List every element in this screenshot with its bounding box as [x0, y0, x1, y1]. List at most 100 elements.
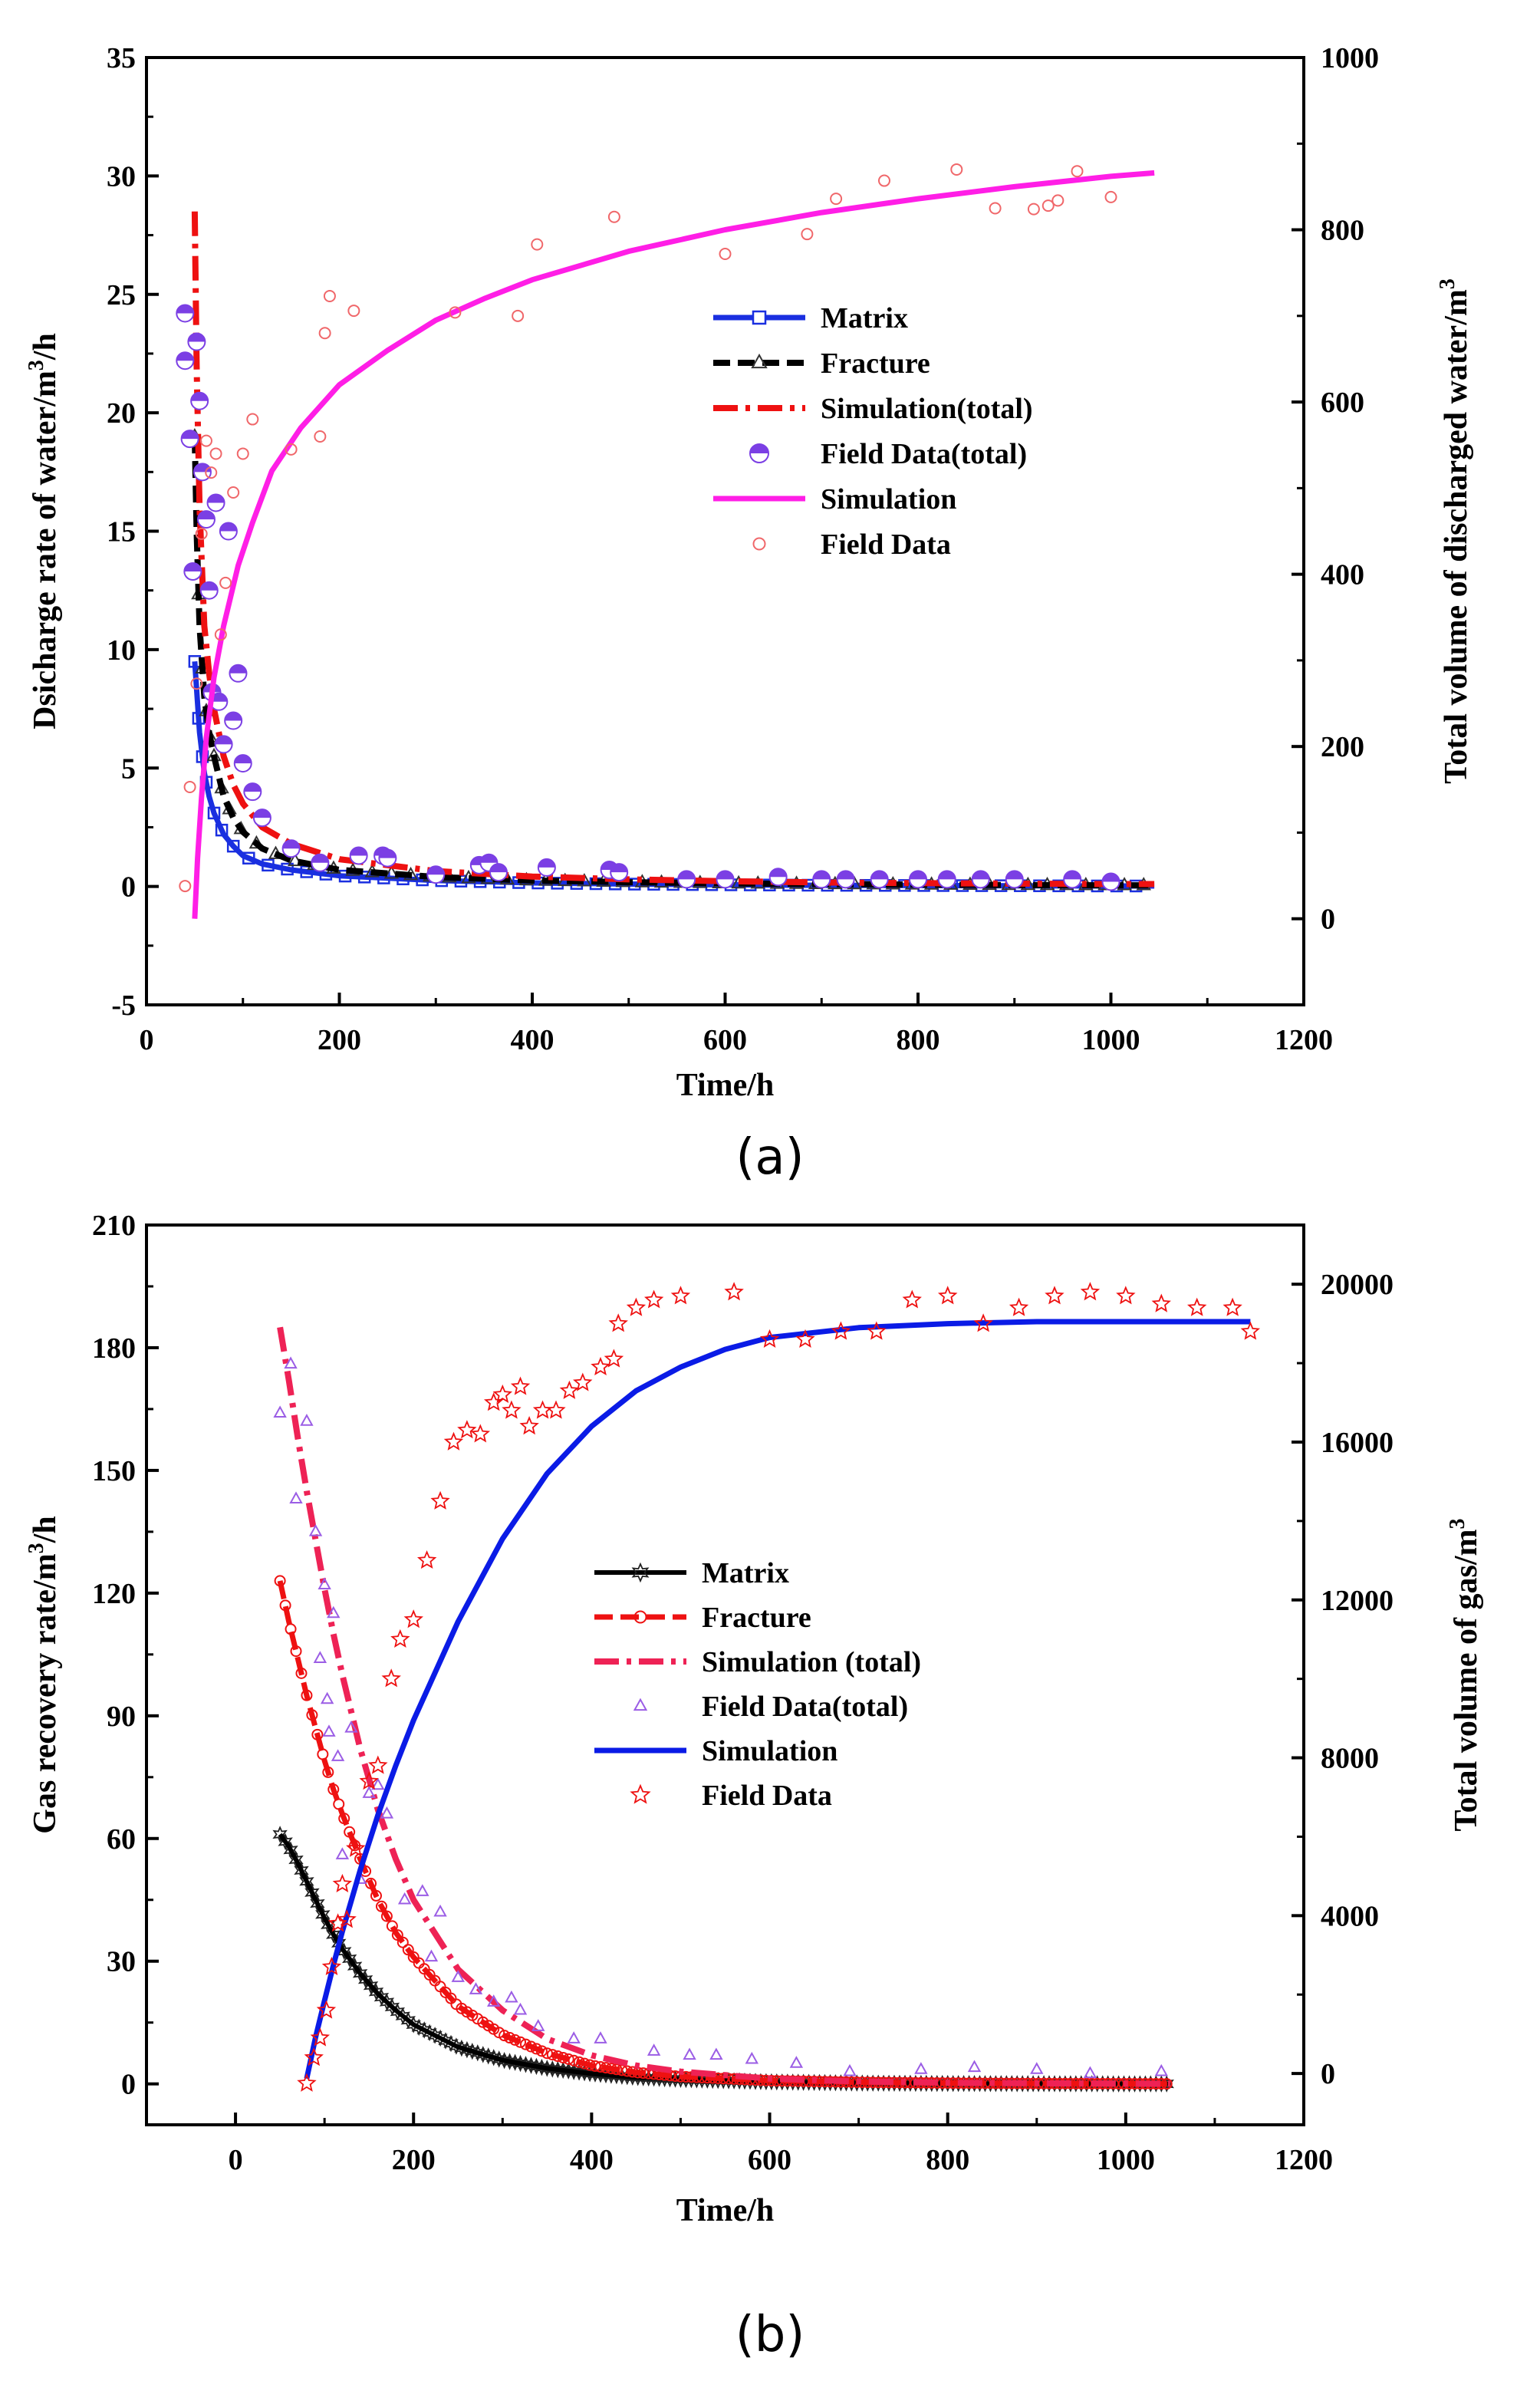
data-point	[273, 1405, 287, 1418]
data-point	[304, 2047, 324, 2066]
legend-item: Fracture	[594, 1602, 811, 1634]
legend-label: Simulation	[821, 483, 956, 515]
data-point	[1222, 1297, 1242, 1316]
y-right-tick-label: 200	[1321, 731, 1364, 763]
data-point	[531, 238, 544, 251]
data-point	[219, 522, 238, 541]
legend-item: Simulation	[713, 483, 956, 515]
data-point	[843, 2063, 857, 2076]
data-point-fill	[427, 866, 445, 875]
data-point-fill	[210, 693, 228, 702]
data-point	[1071, 165, 1084, 178]
data-point	[195, 527, 208, 540]
data-point	[371, 1777, 385, 1790]
data-point	[909, 870, 927, 889]
data-point	[789, 2056, 804, 2068]
data-point-fill	[184, 563, 202, 571]
chart-panel-b: 0 200 400 600 800 1000 12000306090120150180210…	[25, 1210, 1484, 2363]
legend: Matrix Fracture Simulation (total) Field Da…	[594, 1557, 921, 1812]
y-left-axis-title-main: Dsicharge rate of water/m	[28, 370, 63, 729]
data-point	[349, 846, 368, 865]
y-left-tick-label: 5	[121, 753, 136, 785]
data-point	[227, 486, 240, 499]
y-left-tick-label: 90	[107, 1701, 136, 1733]
data-point	[973, 1313, 993, 1332]
data-point	[967, 2060, 982, 2073]
data-point	[380, 1806, 394, 1819]
data-point-fill	[489, 864, 507, 873]
data-point	[416, 1549, 437, 1569]
series-field-data-total-	[176, 304, 1120, 891]
data-point	[390, 1628, 410, 1648]
legend-item: Simulation(total)	[713, 393, 1033, 425]
legend-item: Field Data(total)	[749, 438, 1027, 470]
series-marker	[397, 1936, 409, 1948]
data-point	[318, 1577, 331, 1589]
y-left-axis-title-suffix: /h	[28, 1516, 63, 1543]
data-point-fill	[538, 858, 555, 868]
y-left-axis-title-sup: 3	[25, 1543, 48, 1553]
y-right-axis-title-main: Total volume of gas/m	[1449, 1530, 1484, 1832]
data-point-fill	[219, 522, 237, 532]
data-point	[323, 289, 336, 302]
data-point	[347, 305, 360, 318]
data-point	[513, 2002, 528, 2015]
data-point-fill	[1064, 871, 1081, 880]
legend-item: Fracture	[713, 347, 930, 380]
data-point	[190, 677, 203, 690]
data-point	[190, 391, 209, 410]
data-point-fill	[229, 664, 247, 673]
data-point	[670, 1286, 691, 1305]
data-point	[297, 2073, 317, 2092]
data-point	[573, 1372, 593, 1391]
series-marker	[299, 1872, 314, 1891]
data-point-fill	[176, 352, 194, 361]
data-point-fill	[181, 430, 199, 440]
y-left-tick-label: 35	[107, 42, 136, 74]
legend-marker	[751, 353, 768, 369]
data-point	[281, 839, 301, 858]
data-point	[950, 163, 963, 176]
plot-frame	[145, 1223, 1305, 2126]
data-point	[397, 1892, 412, 1905]
data-point	[768, 868, 788, 887]
y-right-axis-title-main: Total volume of discharged water/m	[1439, 289, 1474, 784]
data-point	[403, 1609, 423, 1628]
legend-marker	[633, 1698, 648, 1711]
legend-item: Field Data	[752, 529, 951, 561]
data-point-fill	[813, 871, 831, 880]
data-point-fill	[188, 333, 206, 342]
data-point	[677, 870, 696, 889]
data-point	[531, 2019, 545, 2031]
data-point-fill	[972, 871, 989, 880]
data-point	[206, 493, 225, 512]
x-axis-title: Time/h	[676, 1068, 775, 1103]
data-point	[830, 193, 843, 206]
y-left-axis-title: Dsicharge rate of water/m3/h	[25, 333, 63, 729]
data-point	[937, 1286, 958, 1305]
legend: Matrix Fracture Simulation(total) Field Dat…	[713, 302, 1033, 561]
data-point	[647, 2043, 661, 2056]
y-right-tick-label: 16000	[1321, 1427, 1394, 1459]
data-point	[313, 1651, 327, 1663]
series-line	[191, 211, 1155, 888]
y-left-axis-title-sup: 3	[25, 360, 48, 370]
data-point-fill	[837, 871, 854, 880]
series-marker	[383, 865, 400, 879]
data-point	[1045, 1286, 1065, 1305]
data-point-fill	[379, 849, 397, 858]
series-marker	[1153, 2075, 1170, 2093]
data-point	[252, 808, 271, 828]
y-left-tick-label: 210	[92, 1210, 136, 1242]
legend-item: Field Data	[630, 1780, 832, 1812]
data-point	[759, 1329, 780, 1349]
data-point	[289, 1491, 303, 1504]
data-point-fill	[350, 847, 367, 856]
data-point-fill	[225, 712, 242, 721]
x-tick-label: 0	[140, 1024, 154, 1056]
series-marker	[294, 1862, 309, 1879]
series-matrix	[188, 655, 1155, 893]
data-point	[199, 434, 212, 447]
legend-item: Field Data(total)	[633, 1691, 908, 1723]
y-left-tick-label: 30	[107, 1946, 136, 1978]
